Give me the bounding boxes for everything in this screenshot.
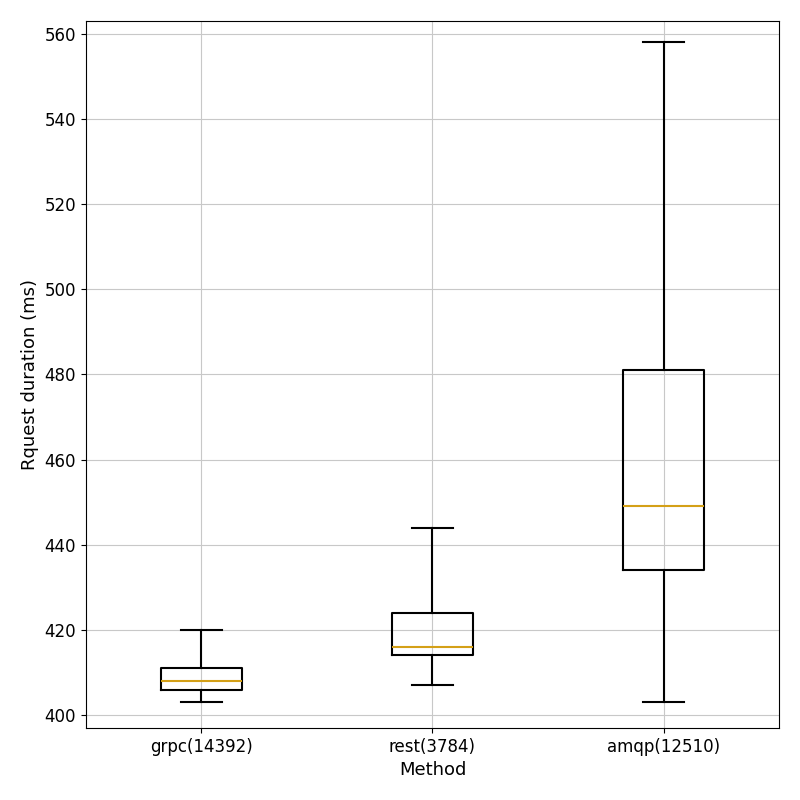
- Y-axis label: Rquest duration (ms): Rquest duration (ms): [21, 279, 39, 470]
- X-axis label: Method: Method: [398, 761, 466, 779]
